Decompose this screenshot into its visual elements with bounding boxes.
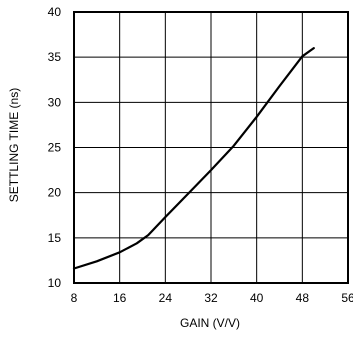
- y-tick-label: 20: [48, 186, 62, 200]
- y-tick-labels: 10 15 20 25 30 35 40: [48, 5, 62, 290]
- y-tick-label: 40: [48, 5, 62, 19]
- y-tick-label: 30: [48, 95, 62, 109]
- plot-frame: [73, 11, 349, 284]
- x-tick-label: 16: [113, 291, 127, 305]
- plot-border: [73, 11, 349, 284]
- x-tick-label: 48: [296, 291, 310, 305]
- curve-layer: [72, 46, 315, 270]
- x-tick-label: 56: [341, 291, 353, 305]
- x-axis-title: GAIN (V/V): [180, 316, 240, 330]
- x-tick-label: 32: [204, 291, 218, 305]
- x-tick-label: 40: [250, 291, 264, 305]
- y-tick-label: 35: [48, 50, 62, 64]
- x-tick-label: 8: [71, 291, 78, 305]
- x-tick-label: 24: [159, 291, 173, 305]
- y-tick-label: 25: [48, 141, 62, 155]
- settling-time-curve: [72, 46, 315, 270]
- y-tick-label: 15: [48, 231, 62, 245]
- y-axis-title: SETTLING TIME (ns): [7, 88, 21, 202]
- y-tick-label: 10: [48, 276, 62, 290]
- x-tick-labels: 8 16 24 32 40 48 56: [71, 291, 353, 305]
